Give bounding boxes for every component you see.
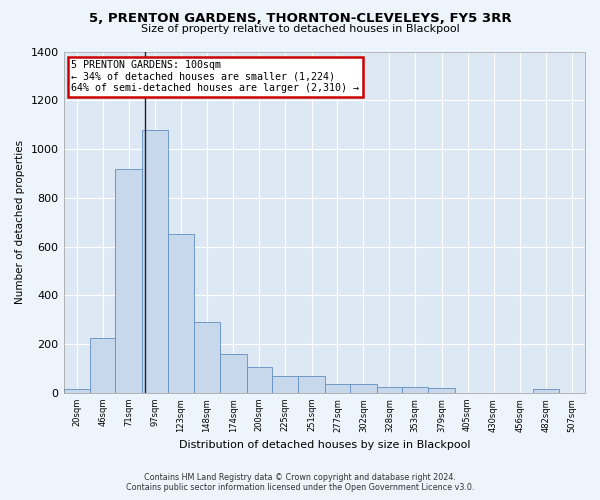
Bar bbox=[350, 384, 377, 393]
Bar bbox=[168, 234, 194, 393]
Bar bbox=[142, 130, 168, 393]
Y-axis label: Number of detached properties: Number of detached properties bbox=[15, 140, 25, 304]
Bar bbox=[247, 368, 272, 393]
Bar bbox=[402, 387, 428, 393]
X-axis label: Distribution of detached houses by size in Blackpool: Distribution of detached houses by size … bbox=[179, 440, 470, 450]
Bar bbox=[428, 388, 455, 393]
Text: Size of property relative to detached houses in Blackpool: Size of property relative to detached ho… bbox=[140, 24, 460, 34]
Text: 5 PRENTON GARDENS: 100sqm
← 34% of detached houses are smaller (1,224)
64% of se: 5 PRENTON GARDENS: 100sqm ← 34% of detac… bbox=[71, 60, 359, 93]
Bar bbox=[533, 390, 559, 393]
Bar bbox=[377, 387, 402, 393]
Bar bbox=[325, 384, 350, 393]
Bar bbox=[64, 388, 90, 393]
Bar bbox=[272, 376, 298, 393]
Bar bbox=[298, 376, 325, 393]
Bar bbox=[220, 354, 247, 393]
Text: Contains HM Land Registry data © Crown copyright and database right 2024.
Contai: Contains HM Land Registry data © Crown c… bbox=[126, 473, 474, 492]
Text: 5, PRENTON GARDENS, THORNTON-CLEVELEYS, FY5 3RR: 5, PRENTON GARDENS, THORNTON-CLEVELEYS, … bbox=[89, 12, 511, 26]
Bar bbox=[115, 168, 142, 393]
Bar bbox=[194, 322, 220, 393]
Bar bbox=[90, 338, 115, 393]
